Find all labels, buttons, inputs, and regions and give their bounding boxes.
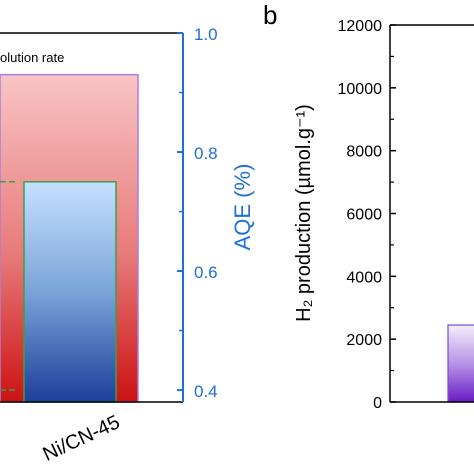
category-label: Ni/CN-45 [40,411,124,466]
y-tick-label: 10000 [338,81,383,98]
aqe-bar [23,181,117,403]
h2-production-bar [447,324,474,403]
y-tick-label: 6000 [346,207,382,224]
panel-b-letter: b [263,0,277,30]
aqe-tick-label: 1.0 [194,25,218,44]
y-axis-label: H₂ production (µmol.g⁻¹) [293,104,315,322]
y-tick-label: 12000 [338,18,383,35]
y-tick-label: 0 [373,395,382,412]
y-tick-label: 8000 [346,144,382,161]
panel-b-bars [447,324,474,403]
aqe-tick-label: 0.8 [194,144,218,163]
panel-a-bars [0,73,139,403]
y-tick-label: 4000 [346,269,382,286]
y-axis-ticks: 0 2000 4000 6000 8000 10000 12000 [338,18,396,412]
legend-text: olution rate [0,50,64,65]
panel-a: 1.0 0.8 0.6 0.4 olution rate AQE (%) Ni/CN-… [0,25,255,466]
aqe-tick-label: 0.4 [194,382,218,401]
panel-b: b 0 2000 4000 6000 8000 10000 12000 H₂ product… [263,0,474,412]
y-tick-label: 2000 [346,332,382,349]
aqe-axis-ticks: 1.0 0.8 0.6 0.4 [177,25,218,401]
aqe-axis-label: AQE (%) [230,164,255,251]
aqe-tick-label: 0.6 [194,263,218,282]
